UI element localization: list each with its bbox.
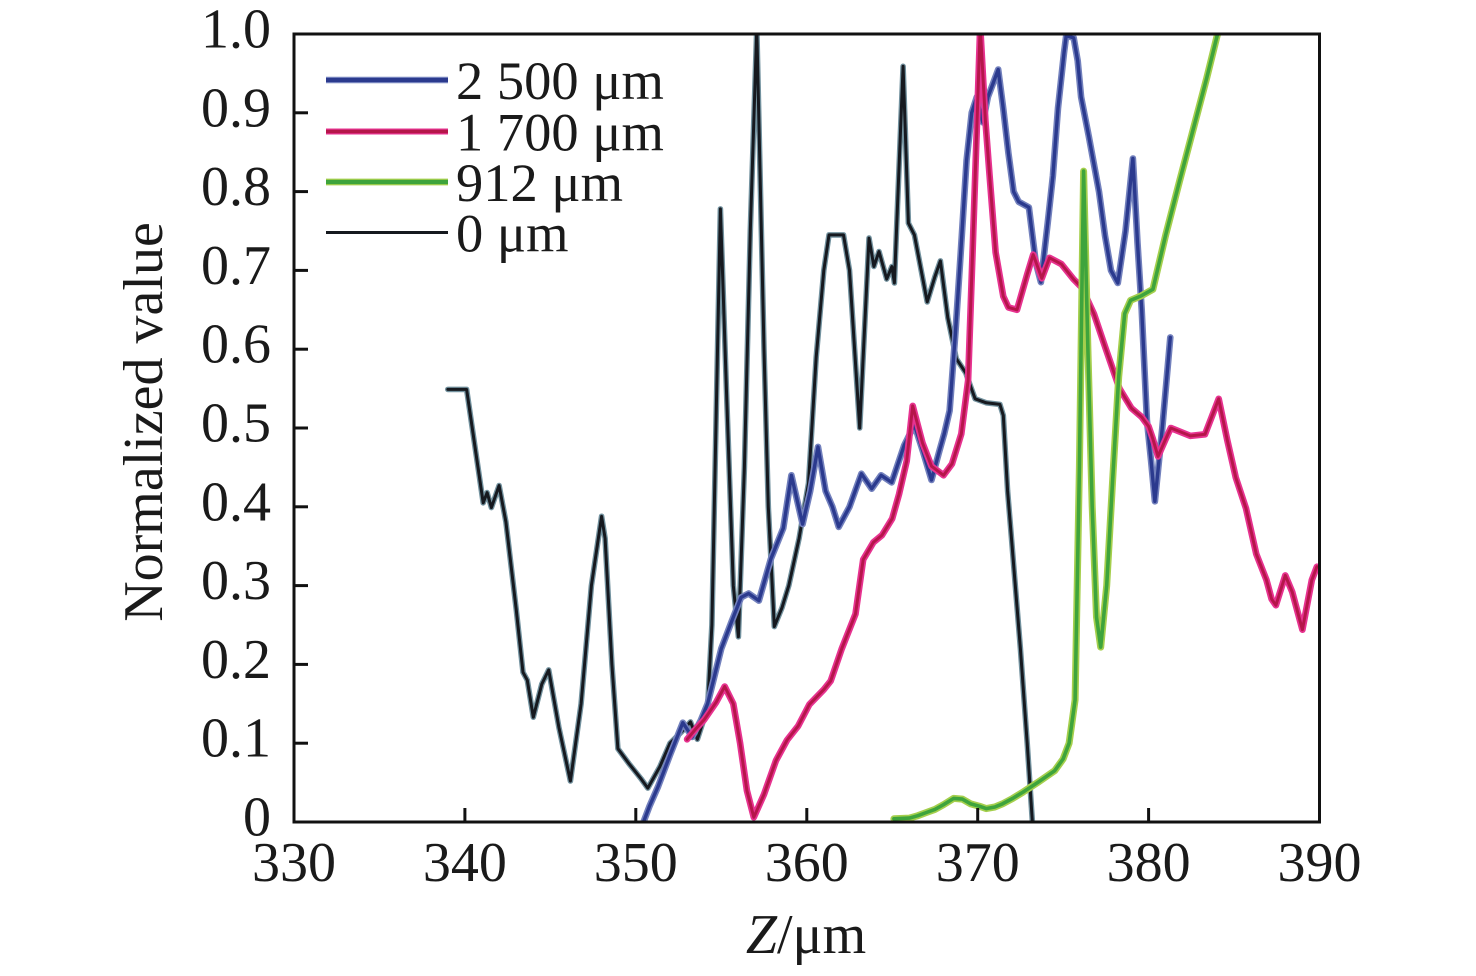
svg-text:0.9: 0.9: [201, 77, 271, 139]
svg-text:0.5: 0.5: [201, 393, 271, 455]
svg-text:0.8: 0.8: [201, 156, 271, 218]
svg-text:390: 390: [1278, 832, 1362, 894]
svg-text:340: 340: [423, 832, 507, 894]
svg-text:360: 360: [765, 832, 849, 894]
svg-text:0.7: 0.7: [201, 235, 271, 297]
svg-text:0.2: 0.2: [201, 629, 271, 691]
svg-text:350: 350: [594, 832, 678, 894]
svg-text:1.0: 1.0: [201, 0, 271, 61]
svg-text:0 μm: 0 μm: [456, 203, 569, 264]
svg-text:0.1: 0.1: [201, 708, 271, 770]
svg-text:2 500 μm: 2 500 μm: [456, 50, 664, 111]
svg-text:0: 0: [243, 787, 271, 849]
svg-text:0.4: 0.4: [201, 471, 271, 533]
svg-text:380: 380: [1107, 832, 1191, 894]
svg-text:330: 330: [252, 832, 336, 894]
svg-text:0.6: 0.6: [201, 314, 271, 376]
svg-text:Z/μm: Z/μm: [746, 904, 866, 966]
svg-text:912 μm: 912 μm: [456, 152, 623, 213]
svg-text:370: 370: [936, 832, 1020, 894]
svg-text:1 700 μm: 1 700 μm: [456, 102, 664, 163]
svg-text:0.3: 0.3: [201, 550, 271, 612]
svg-text:Normalized value: Normalized value: [113, 222, 175, 622]
